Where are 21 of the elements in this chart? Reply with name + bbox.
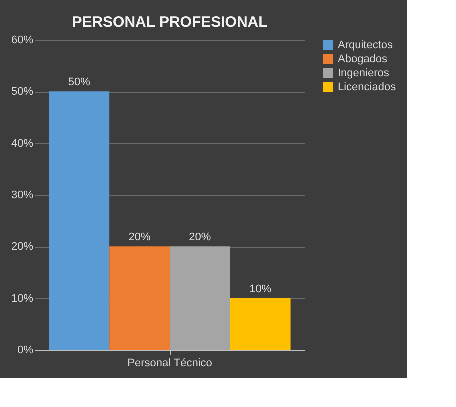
y-tick-label: 30% <box>11 190 34 202</box>
bar <box>170 246 230 350</box>
bar <box>230 298 291 350</box>
legend-label: Arquitectos <box>338 40 394 52</box>
y-tick-label: 20% <box>11 241 34 254</box>
chart-title: PERSONAL PROFESIONAL <box>72 14 268 31</box>
y-tick-label: 50% <box>11 86 34 98</box>
bar <box>110 246 170 350</box>
legend-label: Licenciados <box>338 82 397 94</box>
y-tick-label: 0% <box>18 344 34 356</box>
data-label: 20% <box>128 232 152 244</box>
y-tick-label: 10% <box>11 292 34 305</box>
y-tick-label: 40% <box>11 138 34 150</box>
bar <box>49 92 110 350</box>
x-tick-label: Personal Técnico <box>128 358 212 370</box>
y-tick-label: 60% <box>11 34 34 46</box>
data-label: 50% <box>68 76 91 89</box>
legend-label: Abogados <box>338 54 388 66</box>
data-label: 20% <box>189 232 212 244</box>
legend-label: Ingenieros <box>338 68 390 80</box>
data-label: 10% <box>250 283 272 296</box>
